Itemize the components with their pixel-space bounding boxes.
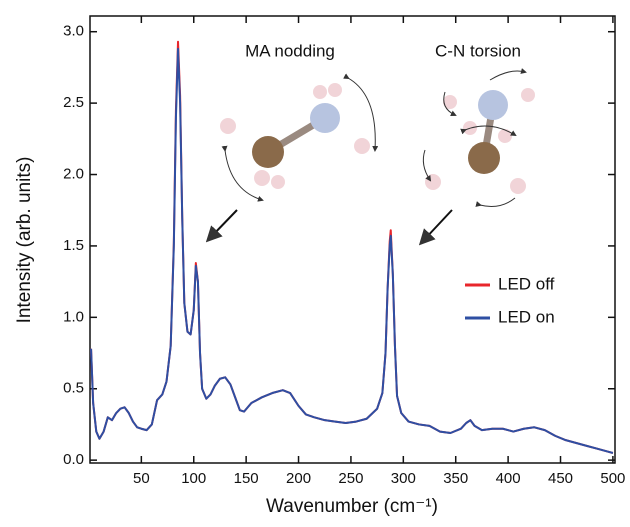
y-tick-label: 1.5 bbox=[63, 237, 84, 254]
x-tick-label: 50 bbox=[133, 470, 150, 487]
legend-label: LED off bbox=[498, 274, 555, 293]
legend-label: LED on bbox=[498, 307, 555, 326]
x-tick-label: 400 bbox=[496, 470, 521, 487]
x-tick-label: 300 bbox=[391, 470, 416, 487]
annotation: C-N torsion bbox=[435, 41, 521, 60]
x-tick-label: 150 bbox=[234, 470, 259, 487]
y-tick-label: 3.0 bbox=[63, 23, 84, 40]
y-tick-label: 2.5 bbox=[63, 94, 84, 111]
x-tick-label: 200 bbox=[286, 470, 311, 487]
plot-frame bbox=[89, 15, 616, 464]
x-axis-label: Wavenumber (cm⁻¹) bbox=[266, 496, 438, 517]
x-tick-label: 100 bbox=[181, 470, 206, 487]
molecule-illustration bbox=[205, 68, 535, 246]
x-tick-label: 250 bbox=[338, 470, 363, 487]
y-tick-label: 0.0 bbox=[63, 451, 84, 468]
series-line bbox=[90, 47, 614, 454]
y-axis-label: Intensity (arb. units) bbox=[14, 157, 35, 324]
x-tick-label: 500 bbox=[600, 470, 625, 487]
annotation: MA nodding bbox=[245, 41, 335, 60]
x-tick-label: 350 bbox=[443, 470, 468, 487]
x-tick-label: 450 bbox=[548, 470, 573, 487]
y-tick-label: 0.5 bbox=[63, 380, 84, 397]
series-line bbox=[90, 40, 614, 454]
y-tick-label: 1.0 bbox=[63, 308, 84, 325]
y-tick-label: 2.0 bbox=[63, 165, 84, 182]
